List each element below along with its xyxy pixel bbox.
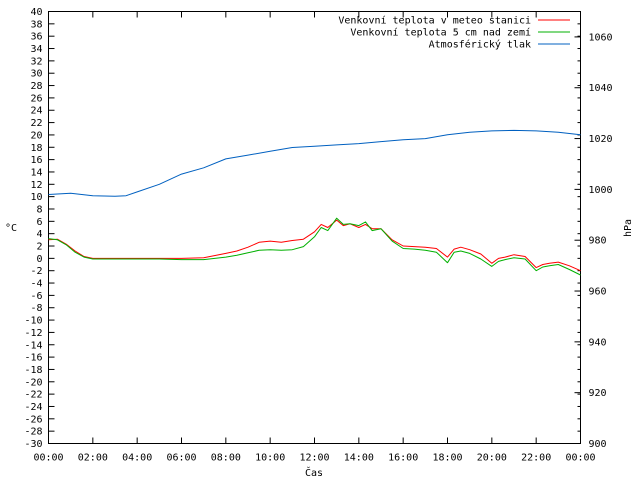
y-right-tick-label: 1000 <box>589 185 613 196</box>
x-tick-label: 08:00 <box>211 453 241 464</box>
y-left-tick-label: 26 <box>30 93 42 104</box>
y-axis-right-label: hPa <box>623 219 634 237</box>
y-left-tick-label: 30 <box>30 69 42 80</box>
x-tick-label: 18:00 <box>432 453 462 464</box>
legend-label-1: Venkovní teplota v meteo stanici <box>338 15 531 27</box>
y-right-tick-label: 940 <box>589 337 607 348</box>
y-right-tick-label: 980 <box>589 236 607 247</box>
y-left-tick-label: 0 <box>36 254 42 265</box>
x-tick-label: 04:00 <box>122 453 152 464</box>
y-left-tick-label: 34 <box>30 44 42 55</box>
x-tick-label: 14:00 <box>344 453 374 464</box>
y-left-tick-label: 22 <box>30 118 42 129</box>
y-axis-left-label: °C <box>5 223 17 234</box>
y-left-tick-label: 16 <box>30 155 42 166</box>
y-right-tick-label: 1020 <box>589 134 613 145</box>
x-tick-label: 16:00 <box>388 453 418 464</box>
y-left-tick-label: 18 <box>30 143 42 154</box>
y-left-tick-label: 8 <box>36 204 42 215</box>
x-axis-label: Čas <box>305 466 323 479</box>
x-tick-label: 12:00 <box>299 453 329 464</box>
y-left-tick-label: 40 <box>30 7 42 18</box>
legend: Venkovní teplota v meteo staniciVenkovní… <box>338 15 570 51</box>
x-tick-label: 00:00 <box>33 453 63 464</box>
series-line-2 <box>48 217 581 276</box>
y-left-tick-label: -18 <box>24 365 42 376</box>
y-left-tick-label: -16 <box>24 353 42 364</box>
y-right-tick-label: 960 <box>589 287 607 298</box>
x-tick-label: 06:00 <box>166 453 196 464</box>
legend-label-3: Atmosférický tlak <box>429 39 531 51</box>
y-left-tick-label: 32 <box>30 56 42 67</box>
y-left-tick-label: 6 <box>36 217 42 228</box>
series-line-1 <box>48 219 581 272</box>
x-tick-label: 20:00 <box>477 453 507 464</box>
y-left-tick-label: 4 <box>36 229 42 240</box>
y-left-tick-label: -28 <box>24 427 42 438</box>
y-left-tick-label: -6 <box>30 291 42 302</box>
y-right-tick-label: 900 <box>589 439 607 450</box>
y-left-tick-label: -14 <box>24 340 42 351</box>
y-left-tick-label: -24 <box>24 402 42 413</box>
x-tick-label: 02:00 <box>78 453 108 464</box>
x-tick-label: 22:00 <box>521 453 551 464</box>
y-left-tick-label: 12 <box>30 180 42 191</box>
y-left-tick-label: 14 <box>30 167 42 178</box>
y-left-tick-label: 24 <box>30 106 42 117</box>
y-left-tick-label: -8 <box>30 303 42 314</box>
y-left-tick-label: -2 <box>30 266 42 277</box>
y-left-tick-label: 20 <box>30 130 42 141</box>
y-left-tick-label: -30 <box>24 439 42 450</box>
axes: 4038363432302826242220181614121086420-2-… <box>24 7 612 464</box>
y-left-tick-label: -26 <box>24 414 42 425</box>
y-left-tick-label: 36 <box>30 32 42 43</box>
series-group <box>48 129 581 276</box>
y-right-tick-label: 1060 <box>589 32 613 43</box>
y-left-tick-label: 38 <box>30 19 42 30</box>
series-line-3 <box>48 129 581 197</box>
y-left-tick-label: -20 <box>24 377 42 388</box>
y-left-tick-label: -22 <box>24 390 42 401</box>
y-left-tick-label: 28 <box>30 81 42 92</box>
y-left-tick-label: -12 <box>24 328 42 339</box>
x-tick-label: 00:00 <box>565 453 595 464</box>
legend-label-2: Venkovní teplota 5 cm nad zemí <box>350 27 531 39</box>
x-tick-label: 10:00 <box>255 453 285 464</box>
y-right-tick-label: 920 <box>589 388 607 399</box>
y-left-tick-label: -4 <box>30 279 42 290</box>
y-left-tick-label: 10 <box>30 192 42 203</box>
plot-frame <box>48 11 581 444</box>
y-left-tick-label: 2 <box>36 242 42 253</box>
y-left-tick-label: -10 <box>24 316 42 327</box>
y-right-tick-label: 1040 <box>589 83 613 94</box>
